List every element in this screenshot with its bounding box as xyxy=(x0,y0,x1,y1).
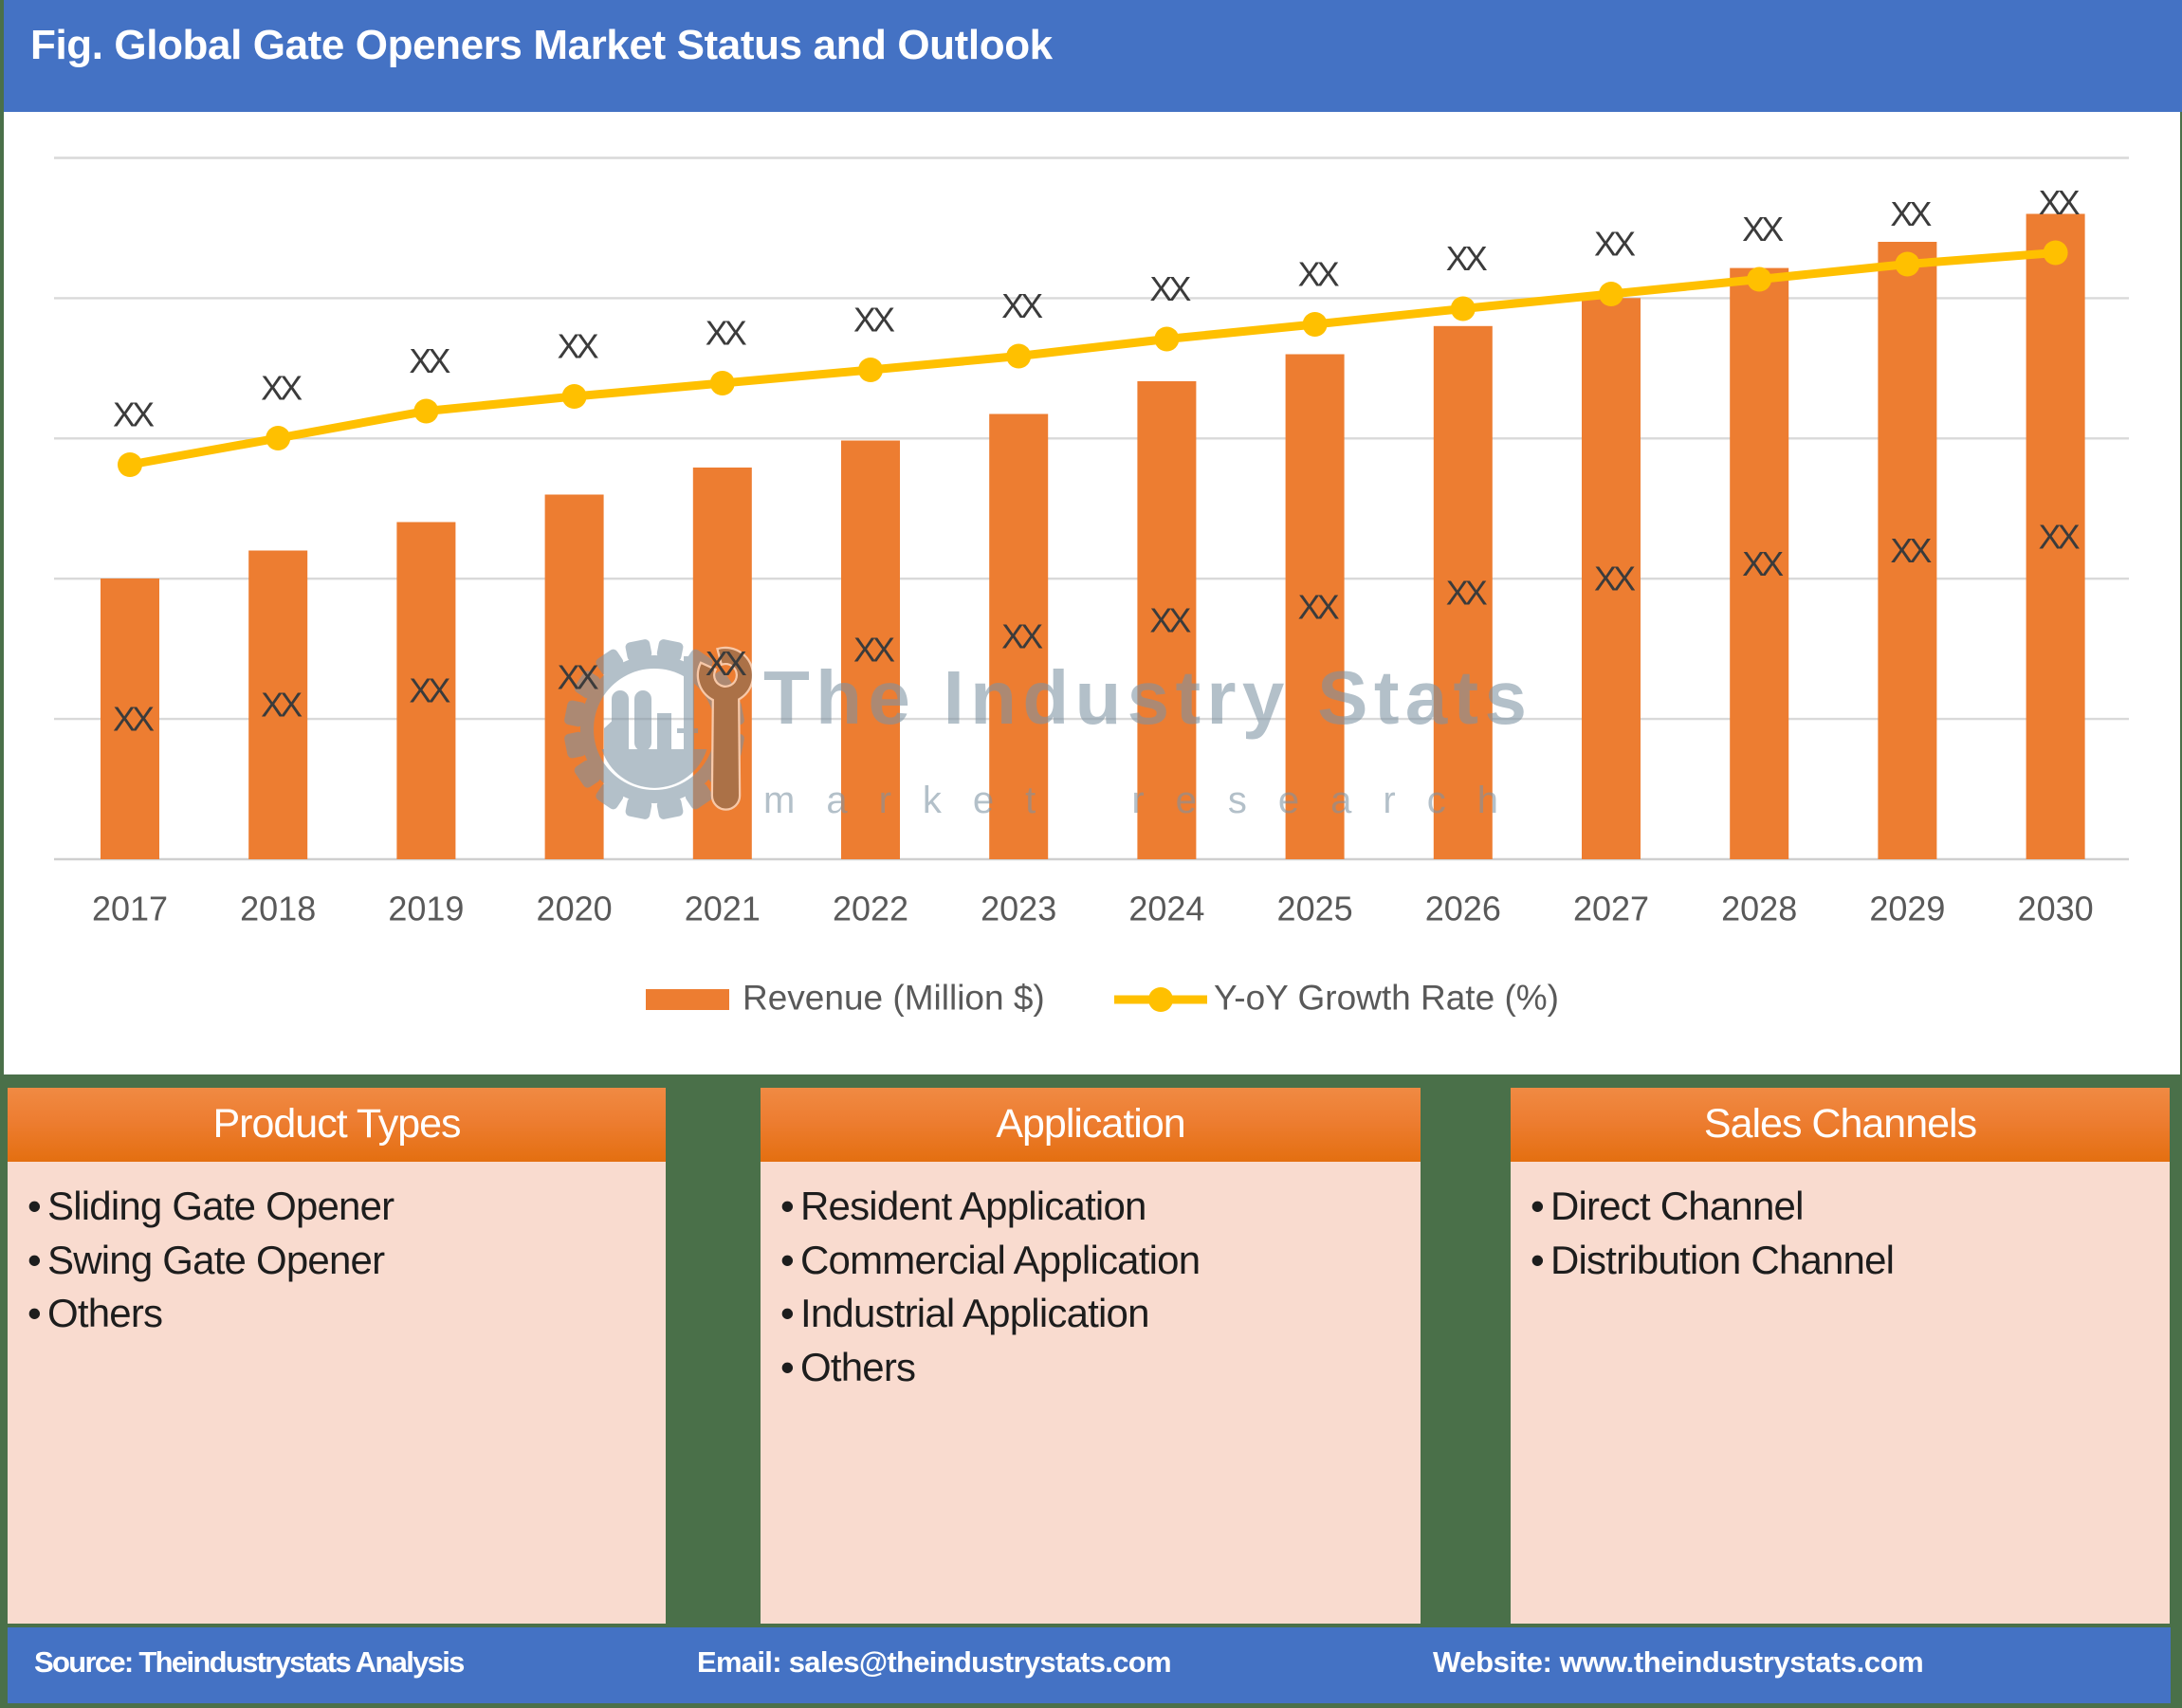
svg-text:XX: XX xyxy=(558,327,599,366)
svg-text:XX: XX xyxy=(1001,286,1043,325)
svg-text:2027: 2027 xyxy=(1573,890,1649,928)
svg-text:2019: 2019 xyxy=(388,890,464,928)
svg-text:XX: XX xyxy=(1890,531,1932,570)
svg-text:Y-oY Growth Rate (%): Y-oY Growth Rate (%) xyxy=(1214,979,1559,1018)
svg-text:2025: 2025 xyxy=(1277,890,1353,928)
svg-text:2023: 2023 xyxy=(981,890,1056,928)
svg-text:XX: XX xyxy=(2039,183,2081,222)
svg-text:2022: 2022 xyxy=(833,890,908,928)
svg-text:XX: XX xyxy=(1001,617,1043,656)
svg-text:2028: 2028 xyxy=(1721,890,1797,928)
svg-text:XX: XX xyxy=(1594,560,1636,598)
svg-text:2020: 2020 xyxy=(537,890,613,928)
svg-text:market research: market research xyxy=(763,780,1530,821)
svg-text:XX: XX xyxy=(2039,517,2081,556)
svg-text:XX: XX xyxy=(1298,255,1340,294)
svg-text:2030: 2030 xyxy=(2018,890,2094,928)
svg-text:2021: 2021 xyxy=(685,890,761,928)
svg-text:XX: XX xyxy=(1742,544,1784,583)
svg-text:XX: XX xyxy=(1446,239,1488,278)
svg-text:2018: 2018 xyxy=(240,890,316,928)
svg-text:XX: XX xyxy=(113,700,155,739)
svg-text:XX: XX xyxy=(409,341,450,380)
svg-text:XX: XX xyxy=(853,301,895,340)
svg-text:2017: 2017 xyxy=(92,890,168,928)
svg-text:XX: XX xyxy=(706,644,747,683)
svg-text:XX: XX xyxy=(853,631,895,670)
svg-text:XX: XX xyxy=(1742,210,1784,248)
svg-text:2026: 2026 xyxy=(1425,890,1501,928)
svg-text:XX: XX xyxy=(1298,587,1340,626)
svg-text:Revenue (Million $): Revenue (Million $) xyxy=(743,979,1045,1018)
svg-text:XX: XX xyxy=(1594,225,1636,264)
svg-text:XX: XX xyxy=(1446,573,1488,612)
svg-text:XX: XX xyxy=(1890,194,1932,233)
svg-text:2024: 2024 xyxy=(1128,890,1204,928)
svg-text:XX: XX xyxy=(261,686,303,725)
svg-text:2029: 2029 xyxy=(1869,890,1945,928)
svg-text:XX: XX xyxy=(261,369,303,408)
svg-text:XX: XX xyxy=(409,671,450,710)
svg-text:XX: XX xyxy=(1149,601,1191,640)
svg-text:XX: XX xyxy=(113,395,155,434)
svg-text:The Industry Stats: The Industry Stats xyxy=(763,655,1532,740)
svg-text:XX: XX xyxy=(1149,269,1191,308)
svg-text:XX: XX xyxy=(558,657,599,696)
svg-text:XX: XX xyxy=(706,314,747,353)
